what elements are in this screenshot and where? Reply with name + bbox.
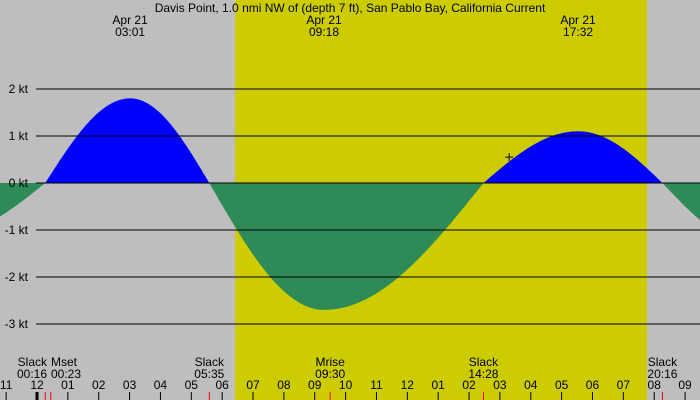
event-label: Slack: [469, 355, 499, 369]
x-tick-label: 12: [401, 378, 415, 392]
y-tick-label: 0 kt: [9, 176, 29, 190]
x-tick-label: 03: [493, 378, 507, 392]
x-tick-label: 01: [432, 378, 446, 392]
peak-time-label: 09:18: [309, 25, 339, 39]
y-tick-label: 2 kt: [9, 82, 29, 96]
event-time-label: 00:16: [17, 367, 47, 381]
x-tick-label: 04: [154, 378, 168, 392]
x-tick-label: 07: [617, 378, 631, 392]
current-areas: [0, 98, 700, 310]
x-tick-label: 05: [555, 378, 569, 392]
peak-time-label: 17:32: [563, 25, 593, 39]
ebb-area: [0, 183, 700, 310]
x-tick-label: 06: [215, 378, 229, 392]
event-time-label: 00:23: [51, 367, 81, 381]
event-time-label: 09:30: [315, 367, 345, 381]
y-tick-label: -2 kt: [5, 270, 29, 284]
event-time-label: 20:16: [647, 367, 677, 381]
chart-title: Davis Point, 1.0 nmi NW of (depth 7 ft),…: [155, 1, 546, 15]
x-tick-label: 03: [123, 378, 137, 392]
event-time-label: 14:28: [468, 367, 498, 381]
event-label: Slack: [195, 355, 225, 369]
event-label: Mrise: [315, 355, 345, 369]
x-tick-label: 08: [648, 378, 662, 392]
grid-and-ticks: [5, 88, 700, 400]
current-time-marker: [505, 153, 514, 162]
x-tick-label: 09: [678, 378, 692, 392]
flood-area: [0, 98, 700, 183]
x-tick-label: 12: [30, 378, 44, 392]
x-tick-label: 09: [308, 378, 322, 392]
peak-time-label: 03:01: [115, 25, 145, 39]
x-tick-label: 01: [61, 378, 75, 392]
x-tick-label: 07: [246, 378, 260, 392]
x-tick-label: 02: [462, 378, 476, 392]
peak-date-label: Apr 21: [112, 13, 148, 27]
x-tick-label: 05: [185, 378, 199, 392]
x-tick-label: 08: [277, 378, 291, 392]
peak-date-label: Apr 21: [560, 13, 596, 27]
x-tick-label: 11: [0, 378, 13, 392]
x-tick-label: 02: [92, 378, 106, 392]
chart-labels: 2 kt 1 kt 0 kt -1 kt -2 kt -3 kt 11 12 01 02 03 04 0…: [0, 13, 692, 392]
y-tick-label: -3 kt: [5, 317, 29, 331]
event-label: Slack: [648, 355, 678, 369]
event-label: Slack: [18, 355, 48, 369]
event-time-label: 05:35: [194, 367, 224, 381]
x-tick-label: 10: [339, 378, 353, 392]
x-tick-label: 04: [524, 378, 538, 392]
y-tick-label: 1 kt: [9, 129, 29, 143]
x-tick-label: 11: [370, 378, 383, 392]
event-label: Mset: [51, 355, 78, 369]
x-tick-label: 06: [586, 378, 600, 392]
y-tick-label: -1 kt: [5, 223, 29, 237]
peak-date-label: Apr 21: [306, 13, 342, 27]
